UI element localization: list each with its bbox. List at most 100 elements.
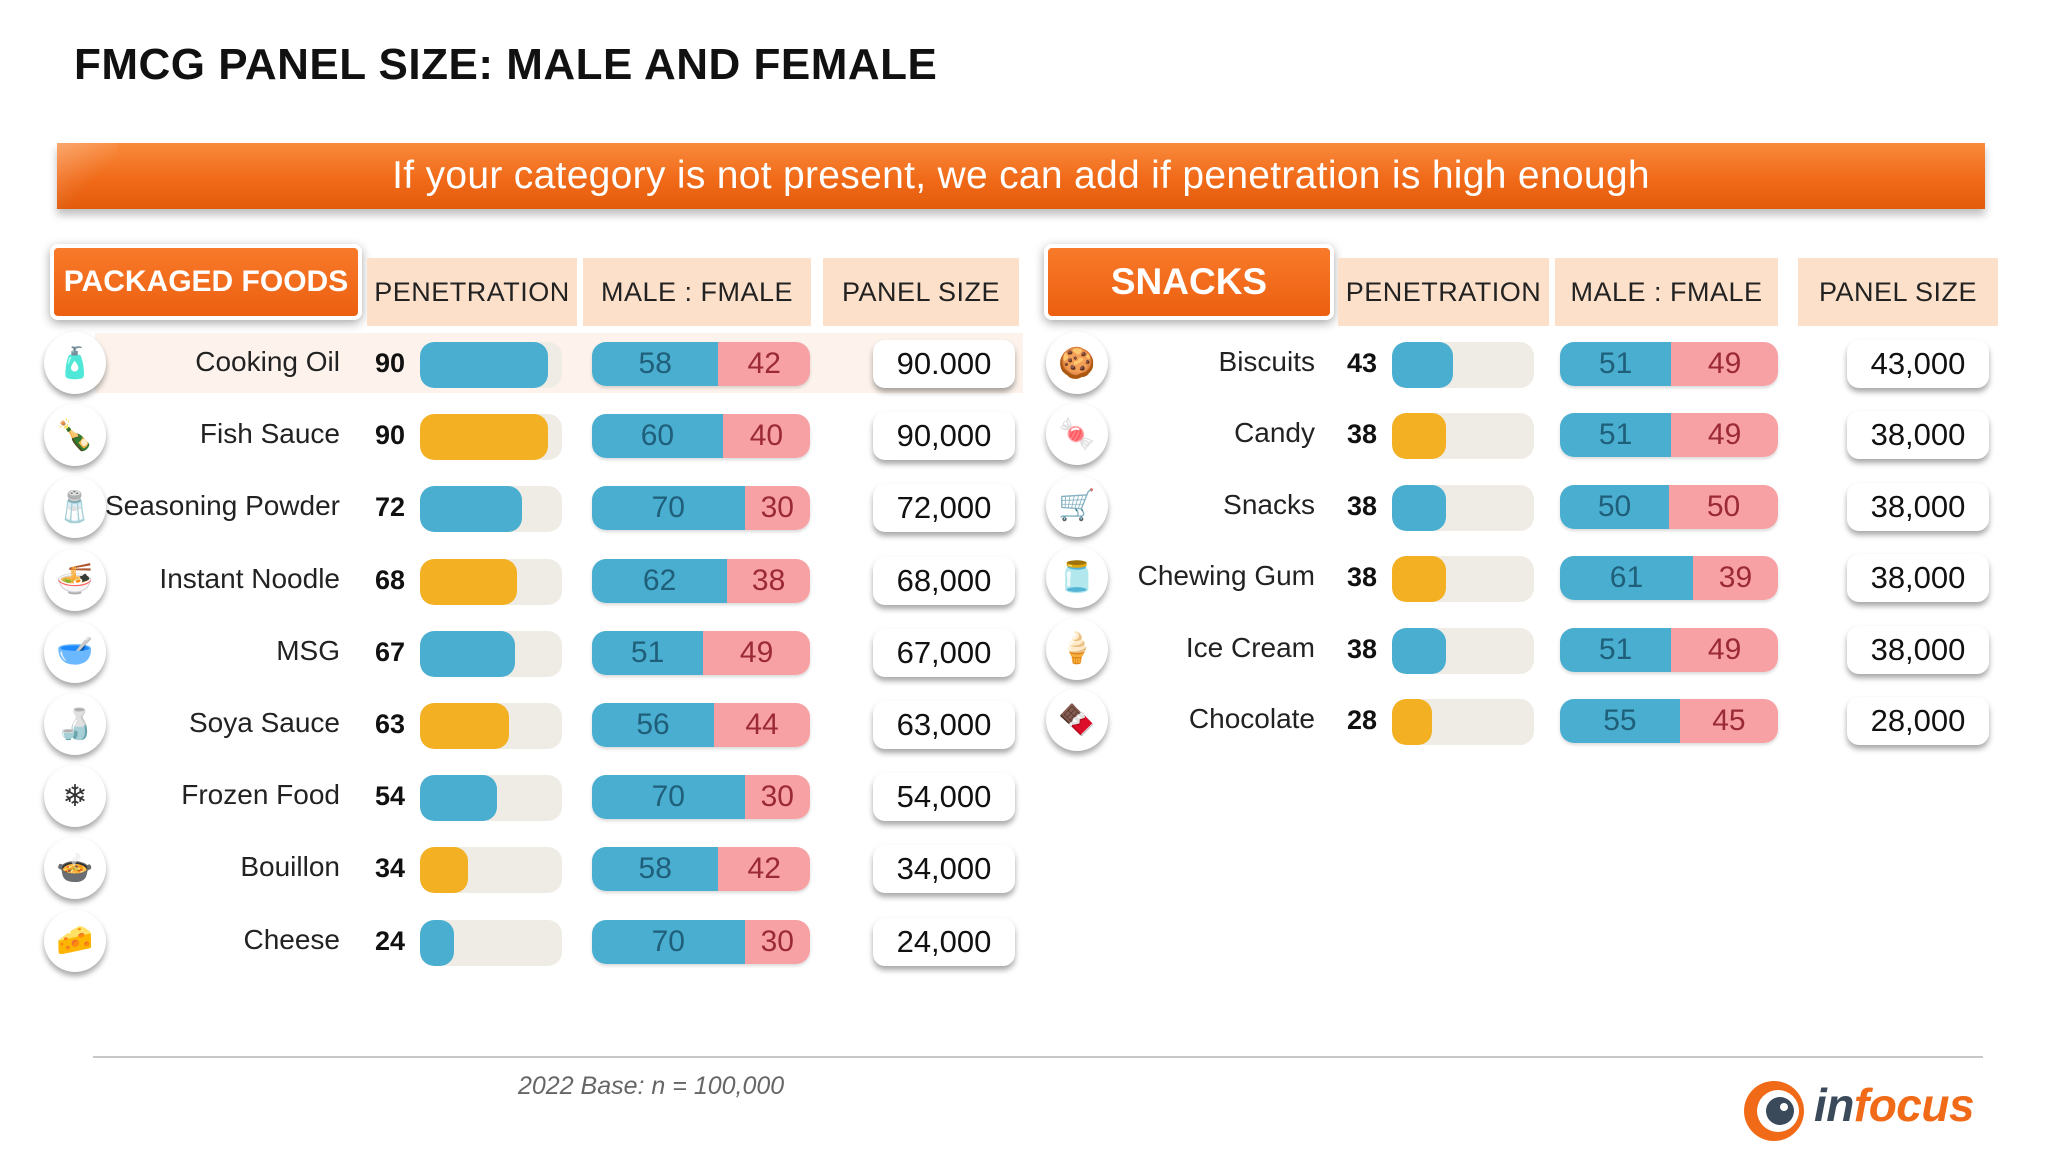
panel-size-value: 54,000 (873, 773, 1015, 822)
penetration-bar (420, 558, 517, 605)
male-share: 51 (592, 630, 704, 675)
footer-note: 2022 Base: n = 100,000 (518, 1072, 785, 1100)
male-share: 50 (1560, 484, 1669, 529)
bouillon-bowl-icon: 🍲 (44, 837, 106, 900)
female-share: 49 (703, 630, 810, 675)
female-share: 30 (744, 486, 810, 531)
penetration-bar-track (420, 342, 562, 388)
category-label: Fish Sauce (199, 418, 340, 450)
male-share: 62 (592, 558, 728, 603)
table-row: 🍫 Chocolate 28 55 45 28,000 (0, 689, 2048, 753)
packaged-foods-badge: PACKAGED FOODS (50, 244, 362, 320)
panel-size-value: 72,000 (873, 484, 1015, 533)
male-female-bar: 51 49 (592, 630, 810, 675)
panel-size-value: 28,000 (1847, 697, 1989, 745)
male-female-bar: 70 30 (592, 919, 810, 964)
male-female-bar: 58 42 (592, 342, 810, 386)
penetration-value: 43 (1347, 348, 1378, 378)
penetration-bar-track (1392, 699, 1534, 745)
penetration-value: 63 (375, 709, 406, 739)
category-label: Biscuits (1218, 346, 1315, 377)
biscuits-icon: 🍪 (1046, 332, 1108, 394)
table-row: 🍶 Soya Sauce 63 56 44 63,000 (0, 693, 2048, 757)
ratio-header: MALE : FMALE (1555, 258, 1778, 326)
penetration-bar (420, 342, 548, 388)
banner-text: If your category is not present, we can … (392, 154, 1650, 197)
category-label: Candy (1234, 417, 1315, 449)
category-label: Ice Cream (1185, 631, 1315, 663)
table-row: 🧂 Seasoning Powder 72 70 30 72,000 (0, 476, 2048, 540)
male-female-bar: 51 49 (1560, 342, 1778, 386)
penetration-bar-track (1392, 413, 1534, 460)
category-label: Frozen Food (181, 779, 340, 811)
panel-size-value: 90,000 (873, 412, 1015, 461)
footer-divider (93, 1056, 1983, 1058)
male-share: 51 (1560, 413, 1672, 458)
panel-size-value: 38,000 (1847, 482, 1989, 531)
page-title: FMCG PANEL SIZE: MALE AND FEMALE (74, 40, 938, 89)
female-share: 40 (722, 414, 810, 459)
category-label: Instant Noodle (159, 562, 340, 594)
panel-size-header: PANEL SIZE (823, 258, 1019, 326)
male-female-bar: 70 30 (592, 486, 810, 531)
male-female-bar: 51 49 (1560, 627, 1778, 672)
logo-wordmark: infocus (1814, 1079, 1975, 1131)
candy-icon: 🍬 (1046, 403, 1108, 466)
table-row: ❄ Frozen Food 54 70 30 54,000 (0, 765, 2048, 829)
penetration-header: PENETRATION (1338, 258, 1549, 326)
male-share: 55 (1560, 699, 1680, 743)
frozen-chicken-icon: ❄ (44, 765, 106, 828)
category-label: Soya Sauce (189, 707, 340, 738)
category-label: Bouillon (240, 851, 340, 883)
female-share: 38 (727, 558, 810, 603)
table-row: 🧴 Cooking Oil 90 58 42 90.000 (0, 332, 2048, 396)
table-row: 🍲 Bouillon 34 58 42 34,000 (0, 837, 2048, 901)
table-row: 🫙 Chewing Gum 38 61 39 38,000 (0, 546, 2048, 610)
category-label: Cheese (243, 923, 340, 955)
male-female-bar: 51 49 (1560, 413, 1778, 458)
table-row: 🍪 Biscuits 43 51 49 43,000 (0, 332, 2048, 396)
penetration-bar-track (1392, 484, 1534, 531)
penetration-bar (1392, 484, 1446, 531)
penetration-bar (420, 703, 510, 749)
penetration-value: 38 (1347, 562, 1378, 593)
male-female-bar: 50 50 (1560, 484, 1778, 529)
msg-bowl-icon: 🥣 (44, 620, 106, 683)
male-female-bar: 60 40 (592, 414, 810, 459)
male-share: 61 (1560, 556, 1693, 601)
infocus-logo-icon (1744, 1081, 1804, 1141)
male-share: 58 (592, 342, 719, 386)
penetration-value: 28 (1347, 705, 1378, 735)
penetration-bar-track (420, 630, 562, 677)
female-share: 30 (744, 919, 810, 964)
category-label: Chocolate (1188, 703, 1315, 734)
penetration-bar (1392, 413, 1446, 460)
penetration-bar-track (420, 414, 562, 461)
panel-size-header: PANEL SIZE (1798, 258, 1998, 326)
penetration-value: 72 (375, 492, 406, 523)
table-row: 🧀 Cheese 24 70 30 24,000 (0, 909, 2048, 974)
table-row: 🍾 Fish Sauce 90 60 40 90,000 (0, 404, 2048, 468)
panel-size-value: 38,000 (1847, 554, 1989, 603)
penetration-bar-track (420, 558, 562, 605)
penetration-value: 90 (375, 420, 406, 451)
category-label: Chewing Gum (1137, 560, 1315, 592)
penetration-value: 38 (1347, 633, 1378, 664)
male-share: 58 (592, 847, 719, 892)
female-share: 42 (718, 342, 810, 386)
male-share: 70 (592, 775, 745, 820)
penetration-bar (420, 775, 497, 822)
snacks-badge: SNACKS (1044, 244, 1334, 320)
male-female-bar: 70 30 (592, 775, 810, 820)
oil-bottle-icon: 🧴 (44, 332, 106, 394)
table-row: 🍬 Candy 38 51 49 38,000 (0, 403, 2048, 467)
cheese-icon: 🧀 (44, 909, 106, 972)
category-label: MSG (276, 634, 340, 666)
penetration-bar-track (420, 919, 562, 966)
penetration-bar (420, 847, 469, 894)
penetration-bar (1392, 699, 1432, 745)
male-female-bar: 58 42 (592, 847, 810, 892)
male-share: 70 (592, 919, 745, 964)
panel-size-value: 68,000 (873, 556, 1015, 605)
penetration-value: 34 (375, 853, 406, 884)
